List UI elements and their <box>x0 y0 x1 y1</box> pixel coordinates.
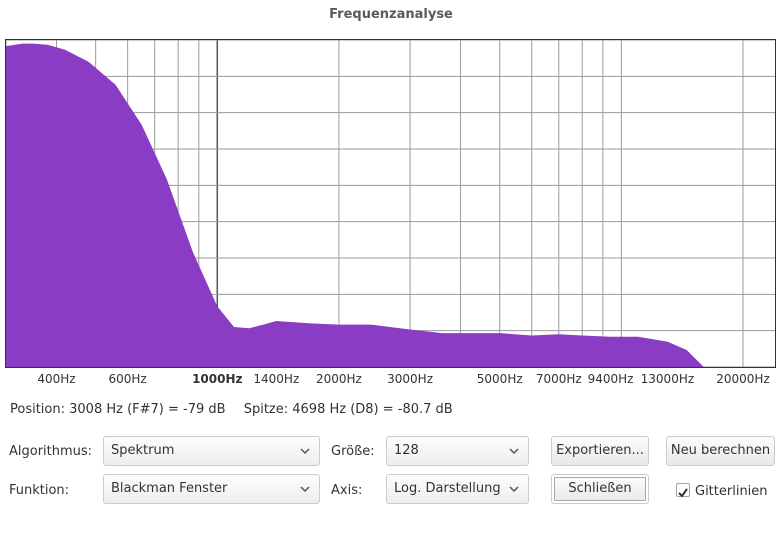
window-function-select[interactable]: Blackman Fenster <box>103 474 320 504</box>
axis-label: Axis: <box>331 483 363 498</box>
window-function-select-value: Blackman Fenster <box>111 481 228 496</box>
algorithm-select-value: Spektrum <box>111 443 175 458</box>
x-tick-label: 1400Hz <box>253 372 300 386</box>
chevron-down-icon <box>509 486 519 493</box>
checkmark-icon <box>678 488 688 498</box>
x-tick-label: 1000Hz <box>192 372 243 386</box>
chevron-down-icon <box>300 486 310 493</box>
peak-readout: Spitze: 4698 Hz (D8) = -80.7 dB <box>243 402 453 417</box>
chevron-down-icon <box>300 448 310 455</box>
spectrum-chart <box>6 40 775 367</box>
status-line: Position: 3008 Hz (F#7) = -79 dB Spitze:… <box>10 402 467 417</box>
cursor-position-readout: Position: 3008 Hz (F#7) = -79 dB <box>10 402 226 417</box>
size-select-value: 128 <box>394 443 419 458</box>
x-tick-label: 9400Hz <box>587 372 634 386</box>
grid-lines-checkbox[interactable] <box>676 483 690 498</box>
x-tick-label: 600Hz <box>108 372 147 386</box>
spectrum-plot[interactable] <box>5 39 776 368</box>
export-button[interactable]: Exportieren... <box>551 436 649 466</box>
x-tick-label: 2000Hz <box>315 372 362 386</box>
spectrum-area <box>6 43 715 367</box>
size-label: Größe: <box>331 444 375 459</box>
x-axis-ticks: 400Hz 600Hz 1000Hz 1400Hz 2000Hz 3000Hz 5000Hz… <box>0 372 782 388</box>
algorithm-select[interactable]: Spektrum <box>103 436 320 466</box>
close-button[interactable]: Schließen <box>551 474 649 504</box>
size-select[interactable]: 128 <box>386 436 529 466</box>
x-tick-label: 13000Hz <box>640 372 695 386</box>
function-label: Funktion: <box>9 483 70 498</box>
axis-select-value: Log. Darstellung <box>394 481 501 496</box>
x-tick-label: 3000Hz <box>387 372 434 386</box>
algorithm-label: Algorithmus: <box>9 444 93 459</box>
x-tick-label: 5000Hz <box>476 372 523 386</box>
x-tick-label: 400Hz <box>37 372 76 386</box>
chevron-down-icon <box>509 448 519 455</box>
x-tick-label: 20000Hz <box>716 372 770 386</box>
window-title: Frequenzanalyse <box>329 7 453 22</box>
recalculate-button[interactable]: Neu berechnen <box>666 436 775 466</box>
axis-select[interactable]: Log. Darstellung <box>386 474 529 504</box>
grid-lines-label[interactable]: Gitterlinien <box>695 484 768 499</box>
x-tick-label: 7000Hz <box>535 372 582 386</box>
